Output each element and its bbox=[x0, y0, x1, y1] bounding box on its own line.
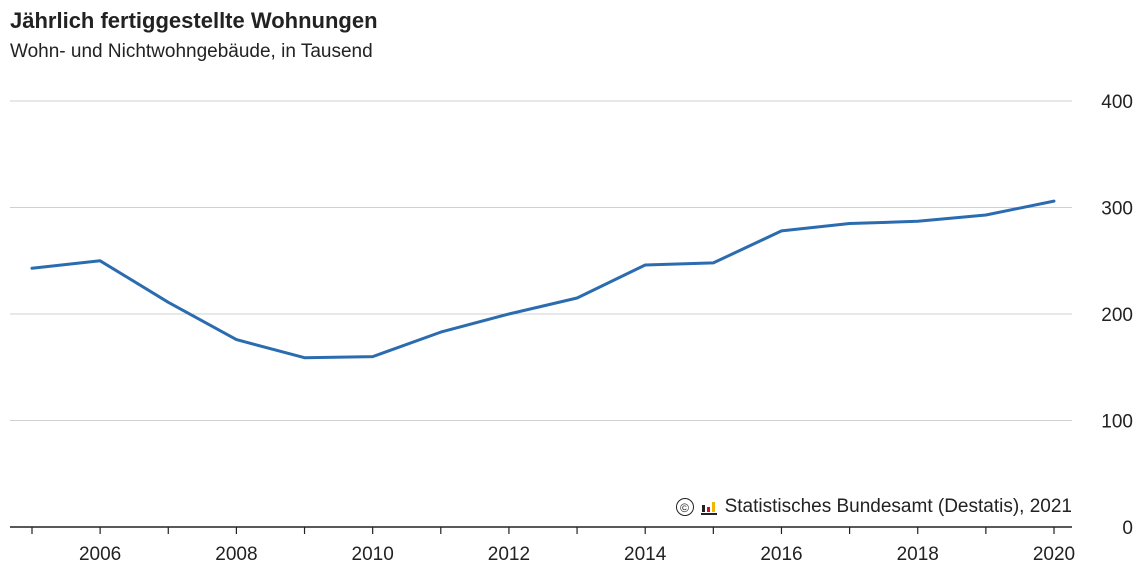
chart-subtitle: Wohn- und Nichtwohngebäude, in Tausend bbox=[10, 41, 373, 62]
data-point-2008 bbox=[234, 338, 238, 342]
source-text: Statistisches Bundesamt (Destatis), 2021 bbox=[724, 496, 1072, 517]
y-tick-label-300: 300 bbox=[1101, 199, 1133, 220]
data-point-2013 bbox=[575, 296, 579, 300]
chart-title: Jährlich fertiggestellte Wohnungen bbox=[10, 8, 378, 33]
x-axis bbox=[10, 526, 1072, 534]
y-tick-label-400: 400 bbox=[1101, 92, 1133, 113]
data-point-2015 bbox=[711, 261, 715, 265]
x-tick-label-2016: 2016 bbox=[760, 544, 802, 565]
data-point-2014 bbox=[643, 263, 647, 267]
series-line-0 bbox=[30, 199, 1056, 360]
x-tick-label-2008: 2008 bbox=[215, 544, 257, 565]
data-point-2010 bbox=[371, 355, 375, 359]
x-tick-label-2020: 2020 bbox=[1033, 544, 1075, 565]
series-layer bbox=[30, 199, 1056, 360]
x-tick-label-2014: 2014 bbox=[624, 544, 667, 565]
data-point-2012 bbox=[507, 312, 511, 316]
data-point-2016 bbox=[779, 229, 783, 233]
data-point-2019 bbox=[984, 213, 988, 217]
copyright-icon: © bbox=[675, 498, 694, 516]
data-point-2017 bbox=[848, 221, 852, 225]
data-point-2018 bbox=[916, 219, 920, 223]
y-tick-label-100: 100 bbox=[1101, 412, 1133, 433]
y-axis-tick-labels: 0 100 200 300 400 bbox=[1101, 92, 1133, 539]
data-point-2020 bbox=[1052, 199, 1056, 203]
x-tick-label-2018: 2018 bbox=[897, 544, 939, 565]
x-tick-label-2006: 2006 bbox=[79, 544, 121, 565]
x-axis-tick-labels: 2006 2008 2010 2012 2014 2016 2018 2020 bbox=[79, 544, 1075, 565]
source-credit: © Statistisches Bundesamt (Destatis), 20… bbox=[671, 496, 1072, 518]
destatis-logo-icon bbox=[700, 502, 717, 515]
data-point-2009 bbox=[303, 356, 307, 360]
grid-lines bbox=[10, 100, 1072, 421]
data-point-2005 bbox=[30, 266, 34, 270]
y-tick-label-0: 0 bbox=[1122, 518, 1133, 539]
x-tick-label-2010: 2010 bbox=[352, 544, 394, 565]
y-tick-label-200: 200 bbox=[1101, 305, 1133, 326]
data-point-2007 bbox=[166, 300, 170, 304]
data-point-2011 bbox=[439, 330, 443, 334]
x-tick-label-2012: 2012 bbox=[488, 544, 530, 565]
data-point-2006 bbox=[98, 259, 102, 263]
